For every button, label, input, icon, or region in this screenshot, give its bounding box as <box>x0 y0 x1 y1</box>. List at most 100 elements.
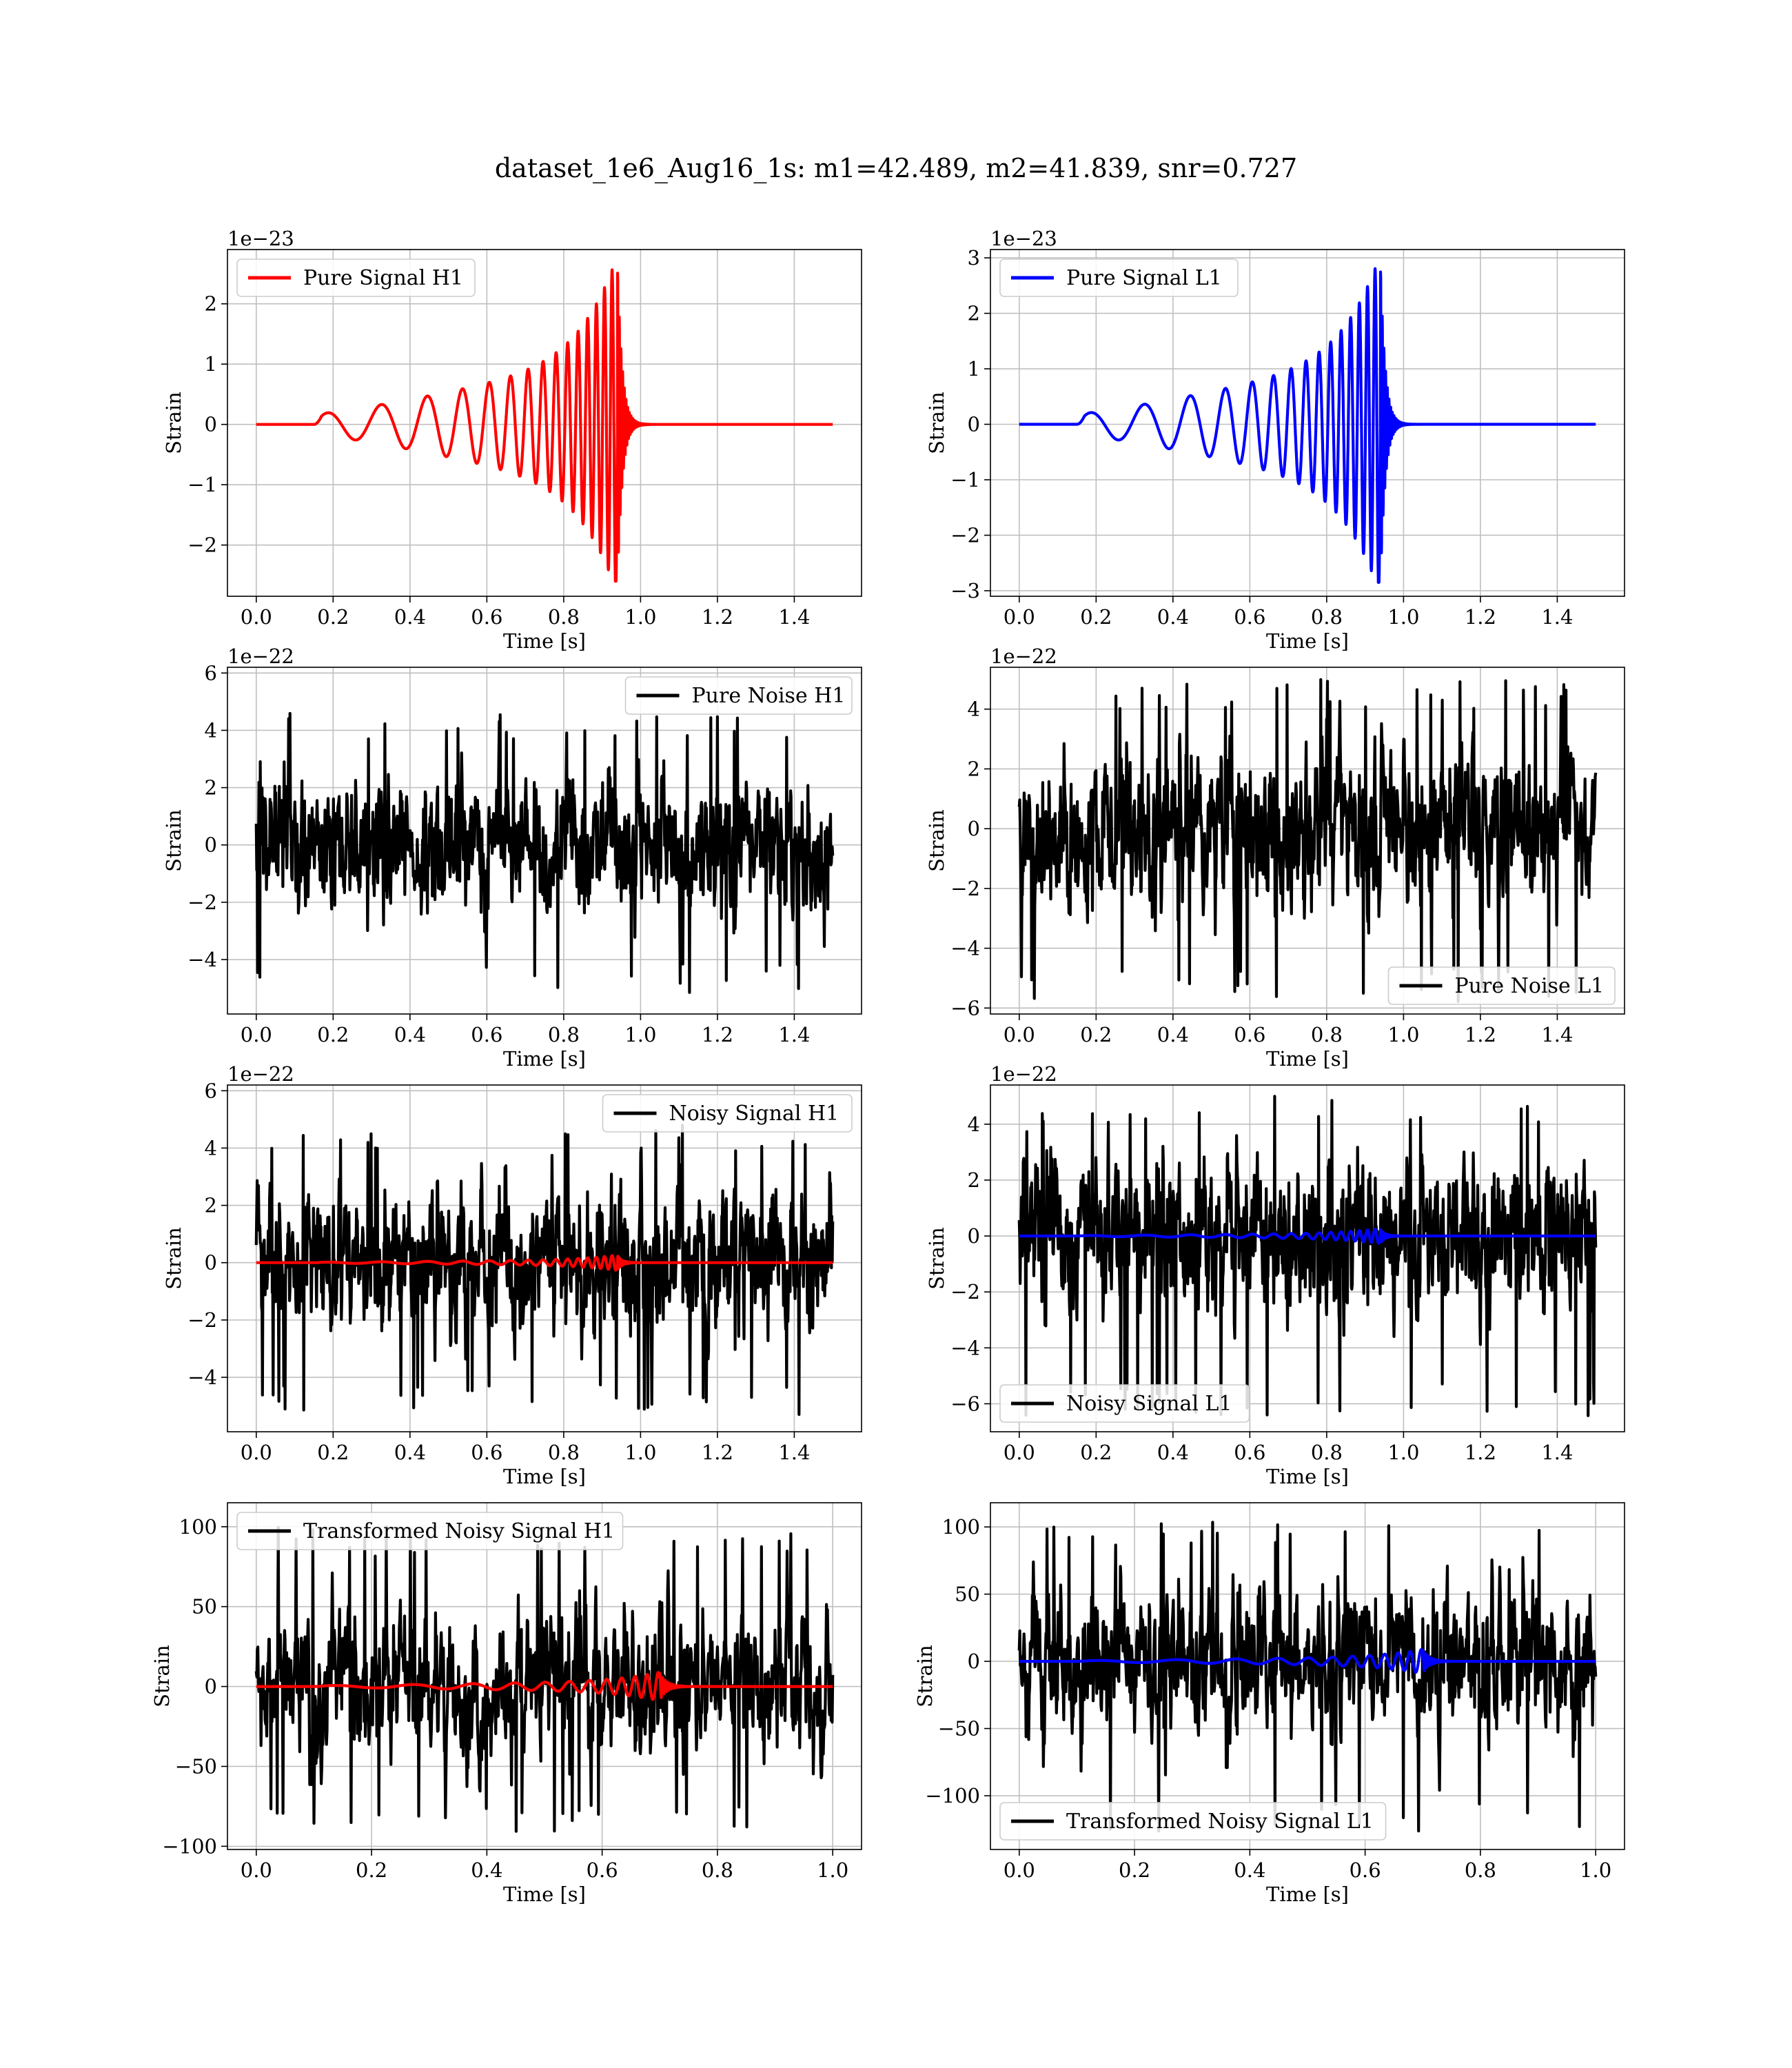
y-offset-text: 1e−22 <box>990 1062 1057 1086</box>
y-tick-label: 0 <box>205 413 217 436</box>
x-tick-label: 0.8 <box>548 605 580 629</box>
noise-series <box>254 711 835 994</box>
y-tick-label: 4 <box>968 698 980 721</box>
x-tick-label: 0.0 <box>1004 1858 1035 1882</box>
y-tick-label: −1 <box>950 468 980 491</box>
x-tick-label: 0.2 <box>356 1858 387 1882</box>
y-tick-label: 2 <box>205 776 217 800</box>
x-tick-label: 1.2 <box>702 605 733 629</box>
y-tick-label: 2 <box>205 292 217 316</box>
y-tick-label: 2 <box>968 1168 980 1192</box>
y-tick-label: −2 <box>950 1280 980 1304</box>
noise-series <box>1017 1521 1598 1833</box>
subplot-2: 0.0 0.2 0.4 0.6 0.8 1.0 1.2 1.4 −3 −2 −1 0 1 2 3 Time [… <box>925 227 1625 653</box>
x-tick-label: 1.2 <box>1465 1441 1496 1464</box>
x-tick-label: 0.6 <box>471 1023 502 1046</box>
legend: Noisy Signal L1 <box>999 1384 1250 1423</box>
x-tick-label: 0.8 <box>1311 1023 1343 1046</box>
subplot-4: 0.0 0.2 0.4 0.6 0.8 1.0 1.2 1.4 −6 −4 −2 0 2 4 Time [s… <box>925 645 1625 1071</box>
signal-overlay-series <box>255 1254 834 1272</box>
y-tick-label: 4 <box>205 1136 217 1159</box>
y-tick-label: −4 <box>950 1336 980 1359</box>
legend-box <box>999 258 1239 297</box>
x-tick-label: 0.2 <box>317 1441 349 1464</box>
x-tick-label: 1.4 <box>1541 1441 1573 1464</box>
axes-frame <box>990 1502 1625 1850</box>
y-tick-label: −6 <box>950 996 980 1020</box>
y-tick-label: 1 <box>968 357 980 381</box>
plot-area <box>255 268 834 583</box>
signal-series <box>255 268 834 583</box>
legend: Pure Noise H1 <box>624 676 853 715</box>
legend-label: Transformed Noisy Signal H1 <box>303 1519 615 1543</box>
legend-box <box>1387 966 1616 1005</box>
y-tick-label: −100 <box>162 1834 217 1858</box>
plot-area <box>1017 1521 1598 1833</box>
y-tick-label: −50 <box>175 1754 217 1778</box>
y-tick-label: −6 <box>950 1392 980 1415</box>
x-tick-label: 0.4 <box>1157 605 1189 629</box>
plot-area <box>254 1124 835 1416</box>
x-tick-label: 1.2 <box>1465 605 1496 629</box>
x-tick-label: 1.4 <box>778 605 810 629</box>
x-tick-label: 0.2 <box>1080 605 1112 629</box>
y-tick-label: 0 <box>205 1251 217 1275</box>
plot-area <box>1017 678 1598 1004</box>
y-offset-text: 1e−22 <box>990 645 1057 668</box>
x-tick-label: 1.0 <box>624 1023 656 1046</box>
plot-area <box>1018 267 1597 584</box>
signal-overlay-series <box>1018 1228 1597 1245</box>
y-tick-label: −50 <box>938 1717 980 1741</box>
y-tick-label: 2 <box>205 1194 217 1217</box>
x-tick-label: 0.8 <box>548 1023 580 1046</box>
y-axis-label: Strain <box>162 1227 185 1290</box>
y-tick-label: −3 <box>950 579 980 602</box>
y-tick-label: 0 <box>205 833 217 857</box>
x-tick-label: 0.2 <box>317 605 349 629</box>
x-tick-label: 0.8 <box>1311 1441 1343 1464</box>
x-tick-label: 0.4 <box>394 1441 426 1464</box>
x-tick-label: 0.6 <box>471 1441 502 1464</box>
signal-series <box>1018 267 1597 584</box>
x-tick-label: 1.0 <box>1387 1023 1419 1046</box>
x-tick-label: 0.4 <box>471 1858 502 1882</box>
x-tick-label: 1.2 <box>702 1441 733 1464</box>
y-tick-label: 4 <box>968 1113 980 1136</box>
noise-series <box>254 1525 835 1833</box>
x-tick-label: 0.0 <box>1004 1023 1035 1046</box>
y-axis-label: Strain <box>150 1645 174 1707</box>
x-tick-label: 0.0 <box>241 605 272 629</box>
y-tick-label: 0 <box>968 1650 980 1673</box>
x-tick-label: 0.4 <box>394 605 426 629</box>
legend: Pure Noise L1 <box>1387 966 1616 1005</box>
noise-series <box>1017 678 1598 1004</box>
y-tick-label: 100 <box>179 1515 217 1539</box>
y-offset-text: 1e−23 <box>990 227 1057 250</box>
axes-frame <box>990 667 1625 1015</box>
x-tick-label: 0.2 <box>317 1023 349 1046</box>
x-tick-label: 0.6 <box>587 1858 618 1882</box>
y-tick-label: 0 <box>205 1675 217 1699</box>
legend-label: Pure Noise H1 <box>692 684 846 708</box>
x-axis-label: Time [s] <box>1266 1047 1349 1071</box>
x-tick-label: 0.6 <box>1350 1858 1381 1882</box>
y-tick-label: 0 <box>968 413 980 436</box>
legend-label: Pure Signal H1 <box>303 266 463 290</box>
y-tick-label: −4 <box>187 948 217 971</box>
y-axis-label: Strain <box>925 809 948 872</box>
x-tick-label: 0.2 <box>1119 1858 1150 1882</box>
subplot-5: 0.0 0.2 0.4 0.6 0.8 1.0 1.2 1.4 −4 −2 0 2 4 6 Time [s]… <box>162 1062 862 1488</box>
y-tick-label: −2 <box>187 534 217 557</box>
x-tick-label: 0.6 <box>1234 605 1265 629</box>
x-tick-label: 0.0 <box>1004 1441 1035 1464</box>
y-tick-label: −100 <box>925 1784 980 1807</box>
axes-frame <box>227 1502 862 1850</box>
y-tick-label: −1 <box>187 473 217 496</box>
x-tick-label: 0.4 <box>1157 1441 1189 1464</box>
subplot-3: 0.0 0.2 0.4 0.6 0.8 1.0 1.2 1.4 −4 −2 0 2 4 6 Time [s]… <box>162 645 862 1071</box>
x-tick-label: 1.4 <box>778 1023 810 1046</box>
x-tick-label: 0.6 <box>471 605 502 629</box>
x-axis-label: Time [s] <box>503 1047 586 1071</box>
y-offset-text: 1e−22 <box>227 645 294 668</box>
